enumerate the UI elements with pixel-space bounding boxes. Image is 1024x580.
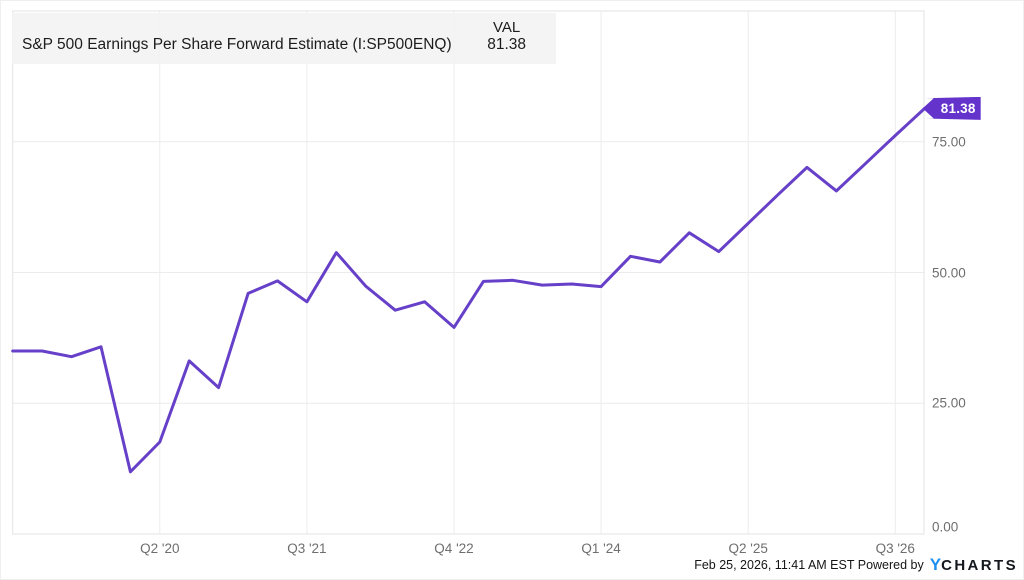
val-column-header: VAL [492, 19, 521, 36]
chart-legend: S&P 500 Earnings Per Share Forward Estim… [12, 13, 556, 64]
eps-forward-estimate-line [11, 106, 927, 474]
series-title: S&P 500 Earnings Per Share Forward Estim… [22, 36, 452, 53]
x-axis-label: Q3 '26 [875, 541, 915, 556]
last-value-badge: 81.38 [922, 96, 981, 120]
y-axis-label: 25.00 [932, 395, 966, 411]
x-axis-label: Q2 '20 [140, 541, 180, 556]
x-axis-label: Q3 '21 [287, 541, 327, 556]
x-axis-label: Q4 '22 [434, 541, 474, 556]
x-axis-label: Q1 '24 [581, 541, 621, 556]
ycharts-logo[interactable]: Y CHARTS [930, 555, 1018, 575]
y-axis-label: 75.00 [932, 134, 966, 150]
timestamp: Feb 25, 2026, 11:41 AM EST Powered by [694, 558, 924, 572]
y-axis-label: 50.00 [932, 265, 966, 280]
x-axis-label: Q2 '25 [728, 541, 768, 556]
plot-border [12, 10, 925, 535]
val-current-value: 81.38 [487, 36, 526, 53]
ycharts-logo-y: Y [929, 555, 942, 574]
last-value-text: 81.38 [940, 100, 976, 116]
y-axis-label: 0.00 [932, 519, 959, 535]
ycharts-logo-charts: CHARTS [941, 557, 1018, 574]
